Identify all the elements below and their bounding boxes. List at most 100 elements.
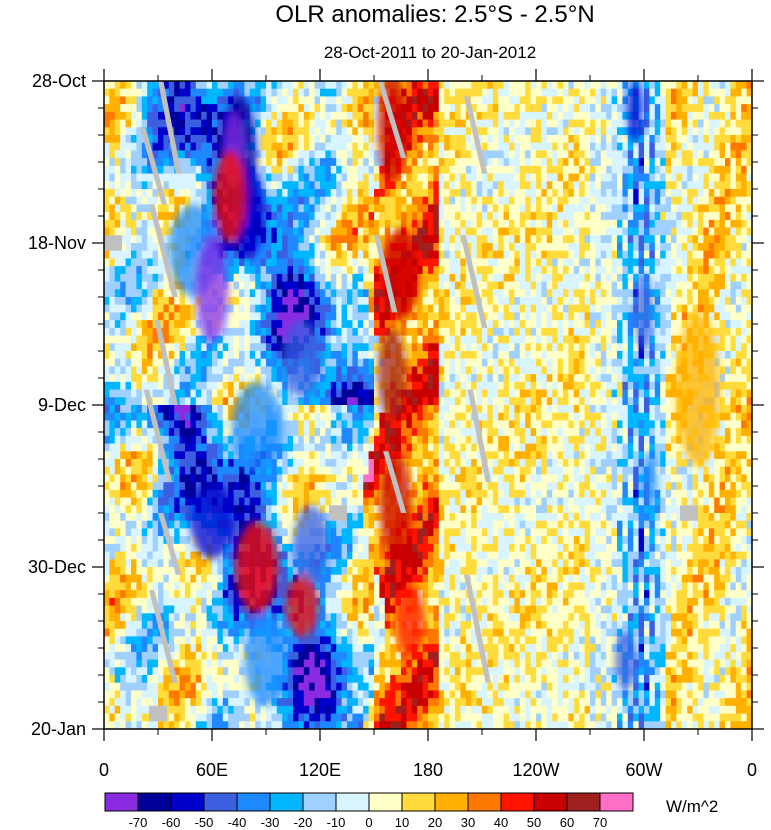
heatmap-cell bbox=[590, 374, 596, 383]
heatmap-cell bbox=[525, 227, 532, 236]
heatmap-cell bbox=[320, 250, 326, 260]
heatmap-cell bbox=[514, 327, 521, 337]
heatmap-cell bbox=[336, 189, 343, 198]
heatmap-cell bbox=[433, 181, 440, 190]
heatmap-cell bbox=[357, 219, 364, 229]
heatmap-cell bbox=[417, 212, 424, 221]
heatmap-cell bbox=[217, 235, 224, 244]
heatmap-cell bbox=[438, 281, 445, 290]
heatmap-cell bbox=[125, 358, 132, 368]
heatmap-cell bbox=[352, 96, 359, 105]
heatmap-cell bbox=[195, 127, 202, 136]
heatmap-cell bbox=[357, 389, 364, 398]
heatmap-cell bbox=[471, 104, 478, 113]
heatmap-cell bbox=[741, 343, 748, 352]
heatmap-cell bbox=[482, 235, 488, 244]
heatmap-cell bbox=[352, 88, 359, 98]
heatmap-cell bbox=[665, 366, 672, 375]
heatmap-cell bbox=[719, 88, 726, 98]
heatmap-cell bbox=[249, 297, 256, 306]
heatmap-cell bbox=[444, 335, 451, 344]
heatmap-cell bbox=[654, 297, 661, 306]
heatmap-cell bbox=[444, 381, 451, 391]
heatmap-cell bbox=[357, 374, 364, 383]
heatmap-cell bbox=[260, 250, 267, 260]
heatmap-cell bbox=[325, 219, 332, 229]
heatmap-cell bbox=[309, 304, 316, 314]
heatmap-cell bbox=[498, 250, 505, 260]
heatmap-cell bbox=[330, 142, 337, 152]
heatmap-cell bbox=[314, 219, 321, 229]
heatmap-cell bbox=[741, 381, 748, 391]
heatmap-cell bbox=[417, 111, 424, 121]
heatmap-cell bbox=[660, 258, 667, 267]
heatmap-cell bbox=[492, 243, 499, 252]
heatmap-cell bbox=[114, 212, 121, 221]
heatmap-cell bbox=[698, 189, 704, 198]
heatmap-cell bbox=[411, 111, 418, 121]
heatmap-cell bbox=[541, 204, 548, 213]
heatmap-cell bbox=[681, 173, 688, 182]
heatmap-cell bbox=[206, 343, 213, 352]
heatmap-cell bbox=[741, 196, 748, 206]
heatmap-cell bbox=[590, 227, 596, 236]
heatmap-cell bbox=[725, 181, 731, 190]
heatmap-cell bbox=[266, 335, 272, 344]
heatmap-cell bbox=[487, 366, 494, 375]
heatmap-cell bbox=[568, 266, 575, 275]
heatmap-cell bbox=[514, 189, 521, 198]
heatmap-cell bbox=[735, 297, 742, 306]
heatmap-cell bbox=[482, 304, 488, 314]
heatmap-cell bbox=[627, 320, 634, 329]
heatmap-cell bbox=[325, 243, 332, 252]
heatmap-cell bbox=[190, 88, 197, 98]
heatmap-cell bbox=[152, 266, 159, 275]
heatmap-cell bbox=[509, 111, 515, 121]
heatmap-cell bbox=[363, 158, 370, 167]
heatmap-cell bbox=[498, 389, 505, 398]
heatmap-cell bbox=[260, 351, 267, 360]
heatmap-cell bbox=[255, 81, 262, 90]
heatmap-cell bbox=[546, 150, 553, 159]
heatmap-cell bbox=[357, 273, 364, 283]
heatmap-cell bbox=[606, 297, 613, 306]
heatmap-cell bbox=[714, 181, 721, 190]
heatmap-cell bbox=[131, 366, 137, 375]
heatmap-cell bbox=[568, 127, 575, 136]
heatmap-cell bbox=[190, 196, 197, 206]
heatmap-cell bbox=[384, 320, 391, 329]
heatmap-cell bbox=[239, 273, 245, 283]
heatmap-cell bbox=[708, 258, 715, 267]
heatmap-cell bbox=[568, 389, 575, 398]
heatmap-cell bbox=[692, 158, 699, 167]
heatmap-cell bbox=[363, 320, 370, 329]
heatmap-cell bbox=[417, 266, 424, 275]
heatmap-cell bbox=[438, 304, 445, 314]
heatmap-cell bbox=[309, 273, 316, 283]
heatmap-cell bbox=[411, 119, 418, 128]
heatmap-cell bbox=[428, 119, 434, 128]
heatmap-cell bbox=[487, 142, 494, 152]
heatmap-cell bbox=[660, 289, 667, 298]
heatmap-cell bbox=[514, 243, 521, 252]
heatmap-cell bbox=[336, 111, 343, 121]
heatmap-cell bbox=[330, 312, 337, 321]
heatmap-cell bbox=[568, 212, 575, 221]
heatmap-cell bbox=[428, 281, 434, 290]
heatmap-cell bbox=[741, 81, 748, 90]
heatmap-cell bbox=[568, 320, 575, 329]
heatmap-cell bbox=[735, 235, 742, 244]
heatmap-cell bbox=[428, 327, 434, 337]
heatmap-cell bbox=[401, 196, 407, 206]
heatmap-cell bbox=[206, 189, 213, 198]
heatmap-cell bbox=[638, 181, 645, 190]
heatmap-cell bbox=[654, 358, 661, 368]
heatmap-cell bbox=[741, 312, 748, 321]
heatmap-cell bbox=[638, 243, 645, 252]
heatmap-cell bbox=[168, 304, 175, 314]
heatmap-cell bbox=[147, 343, 154, 352]
heatmap-cell bbox=[158, 127, 164, 136]
heatmap-cell bbox=[509, 173, 515, 182]
heatmap-cell bbox=[152, 374, 159, 383]
heatmap-cell bbox=[341, 250, 348, 260]
